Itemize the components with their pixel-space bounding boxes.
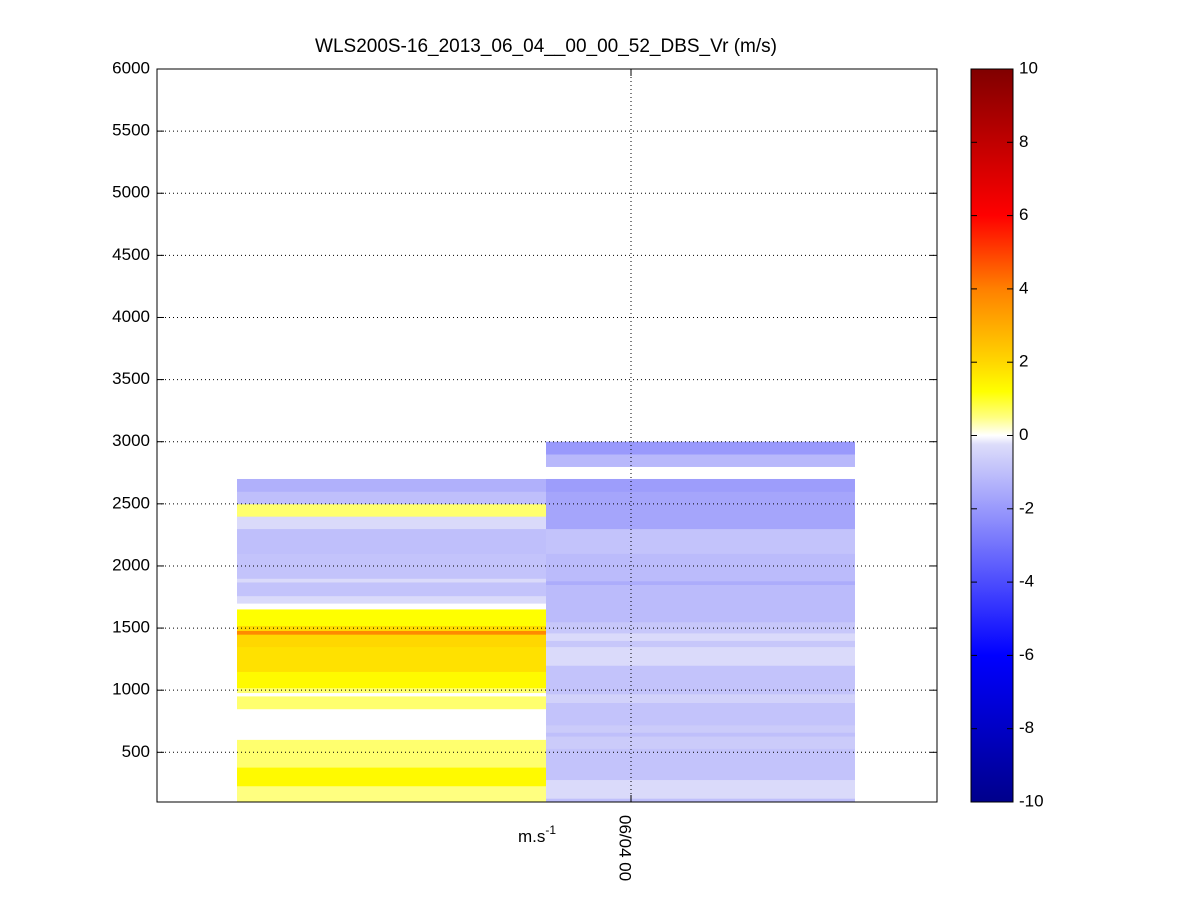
y-tick-label: 5000 (112, 183, 150, 202)
colorbar-tick-label: -2 (1019, 498, 1034, 517)
colorbar: -10 -8 -6 -4 -2 0 2 4 6 8 10 (970, 58, 1044, 810)
heatmap-cell (546, 528, 855, 554)
unit-label-base: m.s (518, 827, 545, 846)
heatmap-cell (237, 785, 546, 797)
heatmap-cell (546, 478, 855, 492)
y-tick-label: 5500 (112, 121, 150, 140)
colorbar-tick-label: -8 (1019, 718, 1034, 737)
heatmap-cell (546, 640, 855, 648)
colorbar-tick-label: 0 (1019, 425, 1028, 444)
heatmap-cell (237, 687, 546, 694)
heatmap-cell (237, 609, 546, 626)
heatmap-cell (237, 528, 546, 554)
heatmap-cell (237, 630, 546, 635)
heatmap-cell (237, 582, 546, 597)
y-tick-label: 1000 (112, 680, 150, 699)
y-tick-label: 4500 (112, 245, 150, 264)
colorbar-tick-label: 8 (1019, 132, 1028, 151)
heatmap-cell (546, 736, 855, 749)
colorbar-tick-label: 10 (1019, 58, 1038, 77)
heatmap-cell (546, 553, 855, 582)
heatmap-cell (546, 665, 855, 695)
chart-title: WLS200S-16_2013_06_04__00_00_52_DBS_Vr (… (315, 36, 777, 57)
heatmap-cell (237, 503, 546, 517)
heatmap-cell (237, 578, 546, 583)
heatmap-cell (237, 516, 546, 530)
y-tick-label: 3500 (112, 369, 150, 388)
heatmap-cell (546, 633, 855, 641)
colorbar-tick-label: 4 (1019, 278, 1028, 297)
heatmap-cell (546, 584, 855, 623)
y-tick-label: 6000 (112, 58, 150, 77)
unit-label-exponent: -1 (545, 823, 556, 837)
heatmap-cell (237, 646, 546, 672)
heatmap-cell (237, 696, 546, 710)
heatmap-cell (546, 580, 855, 585)
y-tick-label: 2000 (112, 555, 150, 574)
heatmap-cell (546, 441, 855, 455)
heatmap-cell (237, 767, 546, 787)
heatmap-cell (237, 553, 546, 579)
y-tick-label: 4000 (112, 307, 150, 326)
y-axis: 500 1000 1500 2000 2500 3000 3500 4000 4500 5000 5… (112, 58, 937, 761)
colorbar-tick-label: 6 (1019, 205, 1028, 224)
heatmap-cell (237, 595, 546, 604)
y-tick-label: 2500 (112, 493, 150, 512)
colorbar-tick-label: -6 (1019, 645, 1034, 664)
heatmap-cell (546, 748, 855, 781)
y-tick-label: 1500 (112, 618, 150, 637)
heatmap-cell (546, 724, 855, 733)
heatmap-cell (546, 702, 855, 726)
heatmap-cell (546, 621, 855, 634)
y-tick-label: 500 (122, 742, 150, 761)
y-tick-label: 3000 (112, 431, 150, 450)
heatmap-cell (546, 798, 855, 803)
heatmap-cell (546, 732, 855, 737)
heatmap-cell (237, 625, 546, 631)
heatmap-cell (546, 454, 855, 467)
x-tick-label: 06/04 00 (616, 815, 635, 881)
plot-frame (156, 68, 938, 803)
heatmap-cells (237, 441, 855, 803)
heatmap-cell (237, 478, 546, 492)
heatmap-cell (237, 739, 546, 768)
heatmap-cell (546, 693, 855, 704)
colorbar-tick-label: 2 (1019, 352, 1028, 371)
colorbar-tick-label: -4 (1019, 572, 1034, 591)
colorbar-fill (971, 69, 1013, 802)
heatmap-cell (546, 491, 855, 530)
heatmap-cell (237, 795, 546, 803)
heatmap-cell (237, 634, 546, 648)
heatmap-cell (546, 646, 855, 666)
heatmap-cell (237, 491, 546, 505)
heatmap-cell (546, 779, 855, 799)
heatmap-cell (237, 671, 546, 689)
unit-label: m.s-1 (518, 823, 556, 846)
colorbar-tick-label: -10 (1019, 791, 1044, 810)
x-axis: 06/04 00 (616, 69, 635, 881)
colorbar-ticks: -10 -8 -6 -4 -2 0 2 4 6 8 10 (971, 58, 1044, 810)
